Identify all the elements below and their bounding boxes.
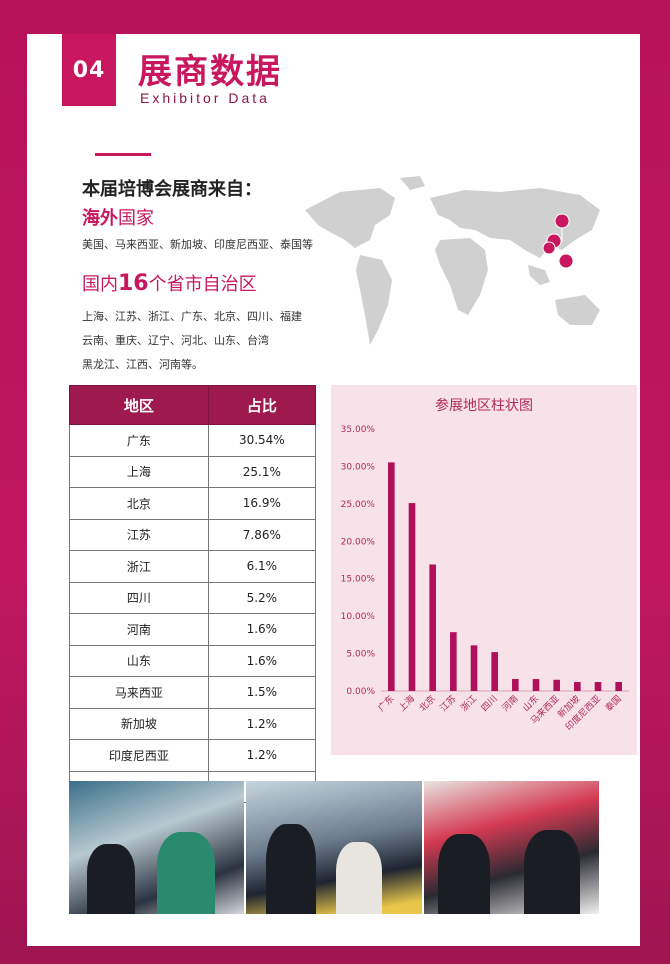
region-cell: 山东	[69, 644, 209, 677]
share-cell: 1.2%	[207, 707, 317, 740]
bar-chart: 0.00% 5.00% 10.00% 15.00% 20.00% 25.00% 30.00%…	[341, 425, 629, 733]
bar-泰国	[615, 682, 622, 691]
share-cell: 30.54%	[207, 424, 317, 457]
share-cell: 1.6%	[207, 644, 317, 677]
domestic-suffix: 个省市自治区	[148, 274, 257, 295]
bar-浙江	[470, 645, 478, 691]
x-tick-label: 河南	[499, 693, 520, 714]
exhibition-photo	[246, 781, 422, 914]
exhibition-photo	[423, 781, 599, 914]
overseas-heading: 海外国家	[82, 204, 154, 230]
table-row: 浙江 6.1%	[69, 550, 317, 583]
overseas-rest: 国家	[118, 208, 154, 229]
bar-印度尼西亚	[594, 682, 602, 691]
y-tick-label: 35.00%	[341, 425, 376, 435]
region-cell: 江苏	[69, 518, 209, 551]
table-row: 北京 16.9%	[69, 487, 317, 520]
world-map-image	[305, 176, 600, 345]
share-cell: 25.1%	[207, 455, 317, 488]
x-tick-label: 北京	[417, 693, 438, 714]
y-tick-label: 25.00%	[341, 500, 376, 510]
exhibition-photo	[69, 781, 245, 914]
share-cell: 1.6%	[207, 613, 317, 646]
y-tick-label: 0.00%	[346, 687, 375, 697]
share-cell: 5.2%	[207, 581, 317, 614]
x-tick-label: 浙江	[458, 693, 479, 714]
bar-新加坡	[574, 682, 581, 691]
region-cell: 河南	[69, 613, 209, 646]
table-row: 马来西亚 1.5%	[69, 676, 317, 709]
domestic-prefix: 国内	[82, 274, 118, 295]
bar-马来西亚	[553, 679, 560, 691]
bar-江苏	[450, 632, 457, 691]
column-header: 地区	[69, 385, 209, 425]
share-cell: 1.2%	[207, 739, 317, 772]
bar-四川	[491, 652, 498, 691]
x-tick-label: 广东	[375, 693, 396, 714]
table-row: 上海 25.1%	[69, 455, 317, 488]
bar-chart-panel: 参展地区柱状图 0.00% 5.00% 10.00% 15.00% 20.00% 25.0…	[331, 385, 637, 755]
table-row: 江苏 7.86%	[69, 518, 317, 551]
table-row: 新加坡 1.2%	[69, 707, 317, 740]
y-tick-label: 5.00%	[346, 650, 375, 660]
y-tick-label: 15.00%	[341, 575, 376, 585]
region-cell: 四川	[69, 581, 209, 614]
location-pin-icon	[542, 213, 574, 283]
y-tick-label: 20.00%	[341, 537, 376, 547]
region-cell: 印度尼西亚	[69, 739, 209, 772]
accent-divider	[95, 153, 151, 156]
share-cell: 6.1%	[207, 550, 317, 583]
overseas-country-list: 美国、马来西亚、新加坡、印度尼西亚、泰国等	[82, 238, 313, 251]
exhibitor-region-table: 地区 占比 广东 30.54% 上海 25.1% 北京 16.9% 江苏 7.86% 浙…	[69, 385, 317, 803]
bar-河南	[512, 679, 519, 691]
bar-北京	[429, 564, 436, 691]
x-tick-label: 江苏	[437, 693, 458, 714]
bar-山东	[532, 679, 540, 691]
bar-上海	[408, 503, 416, 691]
table-row: 广东 30.54%	[69, 424, 317, 457]
bar-广东	[388, 462, 395, 691]
page-number-badge: 04	[62, 34, 116, 106]
region-cell: 广东	[69, 424, 209, 457]
table-row: 印度尼西亚 1.2%	[69, 739, 317, 772]
x-tick-label: 泰国	[603, 693, 624, 714]
province-list-line: 上海、江苏、浙江、广东、北京、四川、福建	[82, 310, 302, 323]
chart-title: 参展地区柱状图	[435, 398, 533, 414]
y-tick-label: 10.00%	[341, 612, 376, 622]
page-title: 展商数据	[138, 52, 282, 92]
x-tick-label: 四川	[480, 694, 500, 714]
column-header: 占比	[207, 385, 317, 425]
region-cell: 上海	[69, 455, 209, 488]
y-tick-label: 30.00%	[341, 462, 376, 472]
exhibition-photo-strip	[69, 781, 599, 914]
page-subtitle: Exhibitor Data	[140, 90, 270, 106]
domestic-count: 16	[118, 271, 149, 296]
share-cell: 7.86%	[207, 518, 317, 551]
table-row: 四川 5.2%	[69, 581, 317, 614]
x-tick-label: 上海	[396, 693, 417, 714]
table-row: 河南 1.6%	[69, 613, 317, 646]
domestic-heading: 国内16个省市自治区	[82, 270, 257, 296]
province-list-line: 黑龙江、江西、河南等。	[82, 358, 203, 371]
region-cell: 马来西亚	[69, 676, 209, 709]
overseas-bold: 海外	[82, 208, 118, 229]
intro-heading: 本届培博会展商来自：	[82, 179, 262, 200]
region-cell: 浙江	[69, 550, 209, 583]
share-cell: 1.5%	[207, 676, 317, 709]
region-cell: 新加坡	[69, 707, 209, 740]
table-row: 山东 1.6%	[69, 644, 317, 677]
province-list-line: 云南、重庆、辽宁、河北、山东、台湾	[82, 334, 269, 347]
share-cell: 16.9%	[207, 487, 317, 520]
region-cell: 北京	[69, 487, 209, 520]
table-header-row: 地区 占比	[69, 385, 317, 425]
